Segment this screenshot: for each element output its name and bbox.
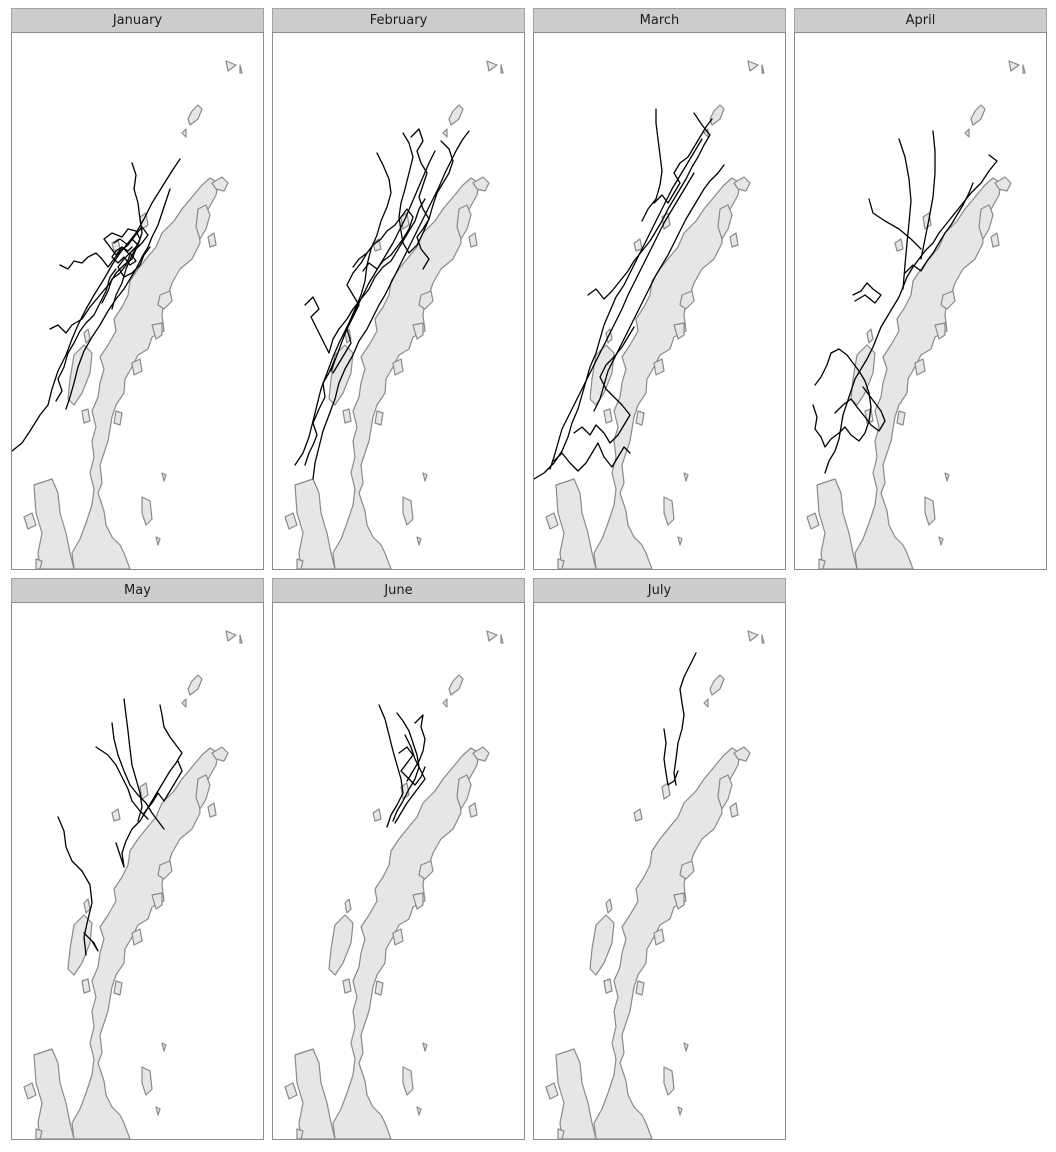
facet-panel-march: March <box>533 8 786 570</box>
animal-track <box>573 326 635 444</box>
facet-strip-label: March <box>533 8 786 33</box>
map-march <box>534 60 765 569</box>
facet-strip-label: April <box>794 8 1047 33</box>
map-april <box>806 60 1026 569</box>
animal-track <box>534 138 703 480</box>
animal-track <box>868 198 922 250</box>
animal-track <box>673 652 697 786</box>
animal-track <box>111 162 143 310</box>
facet-strip-label: May <box>11 578 264 603</box>
animal-track <box>549 172 695 470</box>
map-frame <box>533 32 786 570</box>
animal-track <box>312 130 470 480</box>
animal-track <box>378 704 404 828</box>
animal-track <box>65 188 171 410</box>
map-june <box>284 630 504 1139</box>
animal-track <box>587 112 711 300</box>
map-frame <box>11 32 264 570</box>
animal-track <box>332 252 368 374</box>
coastline-basemap <box>23 60 243 569</box>
animal-track <box>123 698 143 822</box>
animal-track <box>398 746 426 786</box>
animal-track <box>852 282 882 304</box>
animal-track <box>410 128 430 270</box>
animal-track <box>812 348 872 448</box>
animal-track <box>593 164 725 412</box>
animal-track <box>653 118 713 204</box>
map-february <box>284 60 504 569</box>
map-frame <box>272 32 525 570</box>
facet-strip-label: June <box>272 578 525 603</box>
facet-panel-june: June <box>272 578 525 1140</box>
facet-panel-february: February <box>272 8 525 570</box>
facet-strip-label: July <box>533 578 786 603</box>
animal-track <box>904 182 974 274</box>
animal-track <box>394 734 426 824</box>
animal-track <box>111 722 165 830</box>
facet-strip-label: February <box>272 8 525 33</box>
animal-track <box>95 746 149 820</box>
coastline-basemap <box>284 60 504 569</box>
animal-track <box>834 386 886 432</box>
facet-panel-january: January <box>11 8 264 570</box>
animal-track <box>553 442 631 472</box>
animal-track <box>111 238 139 266</box>
animal-track <box>641 108 663 222</box>
facet-panel-april: April <box>794 8 1047 570</box>
coastline-basemap <box>806 60 1026 569</box>
coastline-basemap <box>545 60 765 569</box>
coastline-basemap <box>284 630 504 1139</box>
animal-track <box>330 152 392 372</box>
map-frame <box>11 602 264 1140</box>
coastline-basemap <box>545 630 765 1139</box>
map-july <box>545 630 765 1139</box>
animal-track <box>83 932 99 952</box>
map-frame <box>533 602 786 1140</box>
animal-track <box>406 714 426 782</box>
map-frame <box>794 32 1047 570</box>
animal-track <box>57 816 93 956</box>
animal-track <box>101 228 151 304</box>
animal-track <box>304 358 336 466</box>
facet-strip-label: January <box>11 8 264 33</box>
animal-track <box>55 268 117 402</box>
map-january <box>12 60 243 569</box>
map-may <box>23 630 243 1139</box>
animal-track <box>115 704 183 868</box>
animal-track <box>920 130 936 260</box>
map-frame <box>272 602 525 1140</box>
animal-track <box>143 760 183 814</box>
facet-panel-may: May <box>11 578 264 1140</box>
animal-track <box>398 132 454 254</box>
coastline-basemap <box>23 630 243 1139</box>
animal-track <box>12 158 181 452</box>
animal-track <box>898 138 912 290</box>
animal-track <box>663 728 679 786</box>
animal-track <box>294 150 436 466</box>
animal-track <box>824 154 998 474</box>
animal-track <box>49 226 149 334</box>
facet-panel-july: July <box>533 578 786 1140</box>
